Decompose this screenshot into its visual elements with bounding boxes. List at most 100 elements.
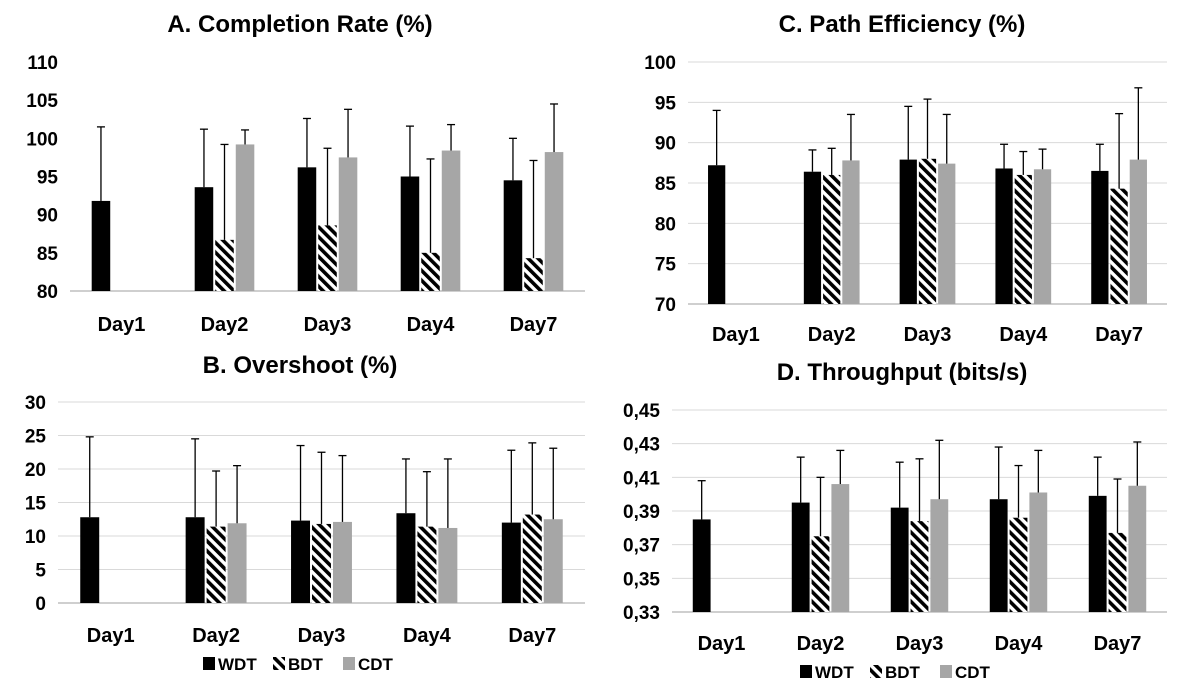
legend-swatch-bdt bbox=[870, 665, 882, 678]
bar-cdt-day2 bbox=[235, 144, 255, 291]
bar-wdt-day1 bbox=[91, 200, 111, 291]
bar-wdt-day2 bbox=[194, 187, 214, 291]
bar-wdt-day2 bbox=[803, 171, 822, 304]
bar-cdt-day3 bbox=[338, 157, 358, 291]
y-tick-label: 0,33 bbox=[623, 603, 660, 624]
bar-bdt-day7 bbox=[524, 258, 543, 291]
x-category-label: Day3 bbox=[896, 633, 944, 655]
bar-bdt-day2 bbox=[206, 526, 226, 603]
x-category-label: Day3 bbox=[298, 625, 346, 647]
bar-bdt-day2 bbox=[215, 239, 234, 291]
x-category-label: Day2 bbox=[808, 324, 856, 346]
bar-cdt-day3 bbox=[938, 163, 956, 304]
bar-wdt-day7 bbox=[1091, 170, 1109, 304]
bar-bdt-day4 bbox=[1014, 174, 1032, 304]
x-category-label: Day4 bbox=[999, 324, 1048, 346]
legend-label-bdt: BDT bbox=[288, 655, 324, 674]
y-tick-label: 0 bbox=[35, 594, 46, 615]
bar-cdt-day2 bbox=[831, 484, 850, 612]
chart-title: B. Overshoot (%) bbox=[203, 352, 398, 379]
bar-cdt-day2 bbox=[227, 523, 247, 603]
bar-wdt-day3 bbox=[899, 159, 917, 304]
x-category-label: Day3 bbox=[304, 314, 352, 336]
x-category-label: Day1 bbox=[712, 324, 760, 346]
x-category-label: Day4 bbox=[403, 625, 452, 647]
x-category-label: Day1 bbox=[98, 314, 146, 336]
bar-wdt-day2 bbox=[791, 502, 810, 612]
bar-cdt-day4 bbox=[1033, 169, 1052, 304]
y-tick-label: 25 bbox=[25, 427, 47, 448]
legend-swatch-wdt bbox=[203, 657, 215, 670]
bar-wdt-day1 bbox=[708, 165, 726, 304]
legend-swatch-bdt bbox=[273, 657, 285, 670]
y-tick-label: 95 bbox=[37, 168, 59, 189]
bar-wdt-day4 bbox=[989, 499, 1008, 612]
y-tick-label: 0,41 bbox=[623, 468, 660, 489]
bar-wdt-day2 bbox=[185, 517, 205, 603]
bar-wdt-day7 bbox=[1088, 495, 1107, 612]
bar-cdt-day4 bbox=[441, 150, 461, 291]
y-tick-label: 85 bbox=[37, 244, 59, 265]
y-tick-label: 80 bbox=[37, 282, 58, 303]
bar-cdt-day2 bbox=[842, 160, 860, 304]
y-tick-label: 90 bbox=[37, 206, 58, 227]
y-tick-label: 5 bbox=[35, 561, 46, 582]
y-tick-label: 100 bbox=[26, 129, 58, 150]
chart-panel-d: D. Throughput (bits/s) 0,33 0,35 0,37 0,39 0,… bbox=[623, 359, 1167, 655]
bar-bdt-day2 bbox=[811, 536, 830, 612]
legend-swatch-cdt bbox=[940, 665, 952, 678]
x-category-label: Day3 bbox=[904, 324, 952, 346]
bar-cdt-day7 bbox=[544, 152, 564, 291]
bar-wdt-day7 bbox=[501, 522, 521, 603]
chart-panel-c: C. Path Efficiency (%) 70 75 80 85 90 95 100 Day… bbox=[644, 11, 1167, 346]
chart-title: D. Throughput (bits/s) bbox=[777, 359, 1028, 386]
legend: WDT BDT CDT bbox=[800, 663, 991, 682]
x-category-label: Day1 bbox=[698, 633, 746, 655]
x-category-label: Day7 bbox=[510, 314, 558, 336]
legend-swatch-wdt bbox=[800, 665, 812, 678]
bar-bdt-day4 bbox=[417, 526, 437, 603]
bar-bdt-day3 bbox=[318, 225, 337, 291]
bar-wdt-day3 bbox=[890, 507, 909, 612]
chart-panel-a: A. Completion Rate (%) 80 85 90 95 100 105 110 D… bbox=[26, 11, 585, 336]
y-tick-label: 15 bbox=[25, 494, 47, 515]
legend-label-wdt: WDT bbox=[218, 655, 257, 674]
bar-wdt-day1 bbox=[80, 517, 100, 603]
y-tick-label: 20 bbox=[25, 460, 46, 481]
bar-bdt-day7 bbox=[1108, 532, 1127, 612]
bar-wdt-day4 bbox=[995, 168, 1013, 304]
x-category-label: Day2 bbox=[797, 633, 845, 655]
x-category-label: Day2 bbox=[201, 314, 249, 336]
y-tick-label: 85 bbox=[655, 174, 677, 195]
y-tick-label: 110 bbox=[27, 53, 58, 74]
y-tick-label: 90 bbox=[655, 134, 676, 155]
y-tick-label: 0,37 bbox=[623, 536, 660, 557]
legend-swatch-cdt bbox=[343, 657, 355, 670]
x-category-label: Day2 bbox=[192, 625, 240, 647]
bar-bdt-day7 bbox=[1110, 188, 1128, 304]
chart-title: A. Completion Rate (%) bbox=[167, 11, 432, 38]
y-tick-label: 10 bbox=[25, 527, 46, 548]
bar-cdt-day4 bbox=[1029, 492, 1048, 612]
bar-cdt-day4 bbox=[438, 527, 458, 603]
chart-panel-b: B. Overshoot (%) 0 5 10 15 20 25 30 Day1 Day2 Day3… bbox=[25, 352, 585, 647]
y-tick-label: 105 bbox=[26, 91, 58, 112]
y-tick-label: 0,43 bbox=[623, 435, 660, 456]
bar-bdt-day3 bbox=[312, 523, 331, 603]
y-tick-label: 75 bbox=[655, 255, 677, 276]
y-tick-label: 100 bbox=[644, 53, 676, 74]
legend: WDT BDT CDT bbox=[203, 655, 394, 674]
chart-title: C. Path Efficiency (%) bbox=[779, 11, 1026, 38]
y-tick-label: 70 bbox=[655, 295, 676, 316]
bar-cdt-day7 bbox=[1129, 159, 1147, 304]
x-category-label: Day1 bbox=[87, 625, 135, 647]
y-tick-label: 0,35 bbox=[623, 569, 660, 590]
bar-wdt-day4 bbox=[396, 513, 416, 603]
y-tick-label: 95 bbox=[655, 93, 677, 114]
bar-bdt-day7 bbox=[522, 514, 542, 603]
legend-label-wdt: WDT bbox=[815, 663, 854, 682]
bar-bdt-day4 bbox=[421, 252, 440, 291]
bar-bdt-day2 bbox=[823, 174, 841, 304]
y-tick-label: 30 bbox=[25, 393, 46, 414]
